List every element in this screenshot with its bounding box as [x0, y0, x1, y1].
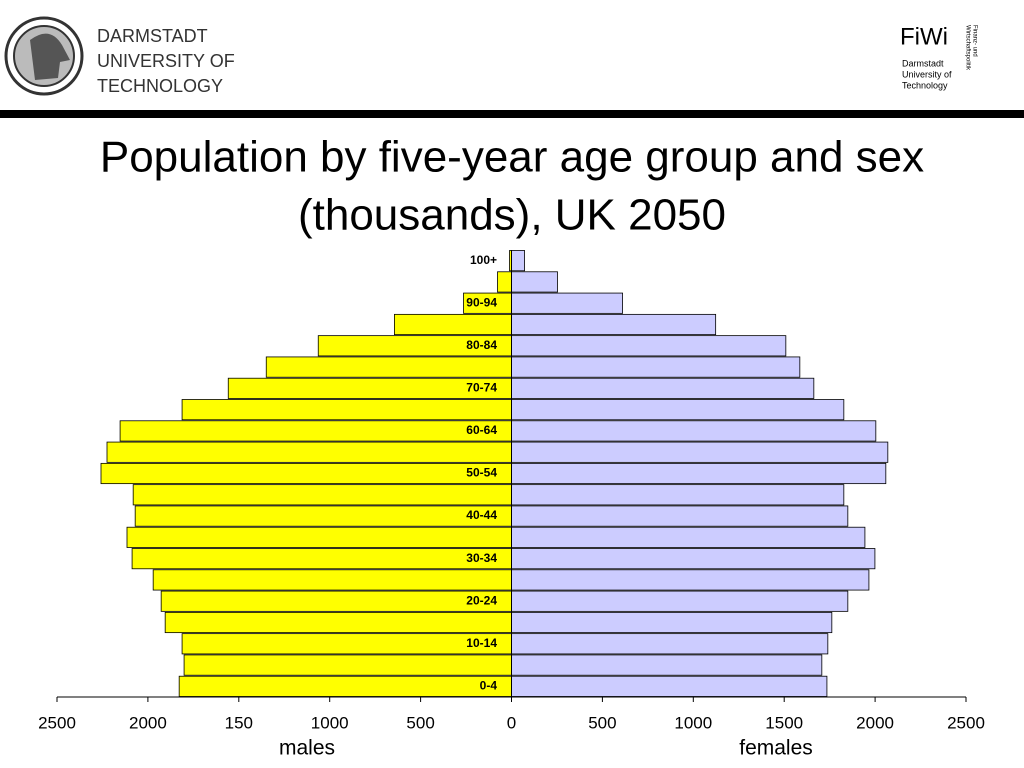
x-tick-label: 1000 — [674, 713, 712, 732]
bar — [394, 313, 512, 336]
bar — [511, 569, 870, 591]
bar — [511, 420, 877, 442]
x-tick-label: 0 — [507, 713, 516, 732]
bar — [181, 399, 512, 421]
bar — [183, 654, 512, 676]
bar — [511, 313, 717, 336]
bar — [178, 675, 512, 697]
bar — [152, 569, 512, 591]
category-label: 80-84 — [466, 338, 497, 352]
bar — [511, 462, 887, 485]
category-label: 10-14 — [466, 636, 497, 650]
bar — [134, 505, 512, 527]
x-tick-label: 1500 — [765, 713, 803, 732]
chart-title: Population by five-year age group and se… — [100, 133, 924, 182]
university-name: DARMSTADT — [97, 26, 208, 46]
bar — [181, 633, 512, 655]
fiwi-side: Finanz- und — [971, 25, 977, 57]
x-tick-label: 500 — [588, 713, 616, 732]
category-label: 0-4 — [480, 679, 498, 693]
header-bar — [0, 110, 1024, 118]
bar — [511, 611, 833, 634]
category-label: 90-94 — [466, 295, 497, 309]
university-name: UNIVERSITY OF — [97, 51, 235, 71]
x-tick-label: 2500 — [947, 713, 985, 732]
fiwi-logo: FiWi — [900, 23, 948, 50]
category-label: 40-44 — [466, 508, 497, 522]
category-label: 20-24 — [466, 593, 497, 607]
bar — [511, 505, 849, 527]
category-label: 60-64 — [466, 423, 497, 437]
bar — [511, 377, 815, 399]
bar — [511, 250, 525, 272]
bar — [511, 271, 558, 293]
category-label: 70-74 — [466, 381, 497, 395]
bar — [106, 441, 512, 463]
bar — [511, 292, 623, 314]
university-name: TECHNOLOGY — [97, 76, 223, 96]
bar — [511, 526, 866, 548]
bar — [511, 335, 787, 357]
chart-title: (thousands), UK 2050 — [298, 191, 726, 240]
fiwi-sub: Technology — [902, 80, 948, 90]
bar — [511, 590, 849, 612]
bar — [511, 548, 876, 570]
bar — [511, 399, 845, 421]
bar — [511, 441, 889, 463]
bar — [511, 356, 801, 378]
bar — [119, 420, 512, 442]
category-label: 100+ — [470, 253, 497, 267]
bar — [511, 654, 823, 676]
x-tick-label: 1000 — [311, 713, 349, 732]
x-tick-label: 150 — [225, 713, 253, 732]
fiwi-sub: University of — [902, 69, 952, 79]
bar — [132, 484, 512, 506]
bar — [497, 271, 512, 293]
x-tick-label: 2000 — [129, 713, 167, 732]
bar — [131, 548, 512, 570]
category-label: 30-34 — [466, 551, 497, 565]
bar — [160, 590, 512, 612]
x-tick-label: 2500 — [38, 713, 76, 732]
bar — [265, 356, 512, 378]
x-tick-label: 500 — [406, 713, 434, 732]
bar — [126, 526, 512, 548]
legend-label: males — [279, 737, 335, 760]
legend-label: females — [739, 737, 813, 760]
bar — [511, 675, 828, 697]
bar — [164, 611, 512, 634]
bar — [511, 633, 829, 655]
fiwi-sub: Darmstadt — [902, 58, 944, 68]
category-label: 50-54 — [466, 466, 497, 480]
fiwi-side: Wirtschaftspolitik — [964, 25, 970, 71]
bar — [511, 484, 845, 506]
university-logo — [4, 16, 84, 96]
x-tick-label: 2000 — [856, 713, 894, 732]
bar — [100, 462, 512, 485]
